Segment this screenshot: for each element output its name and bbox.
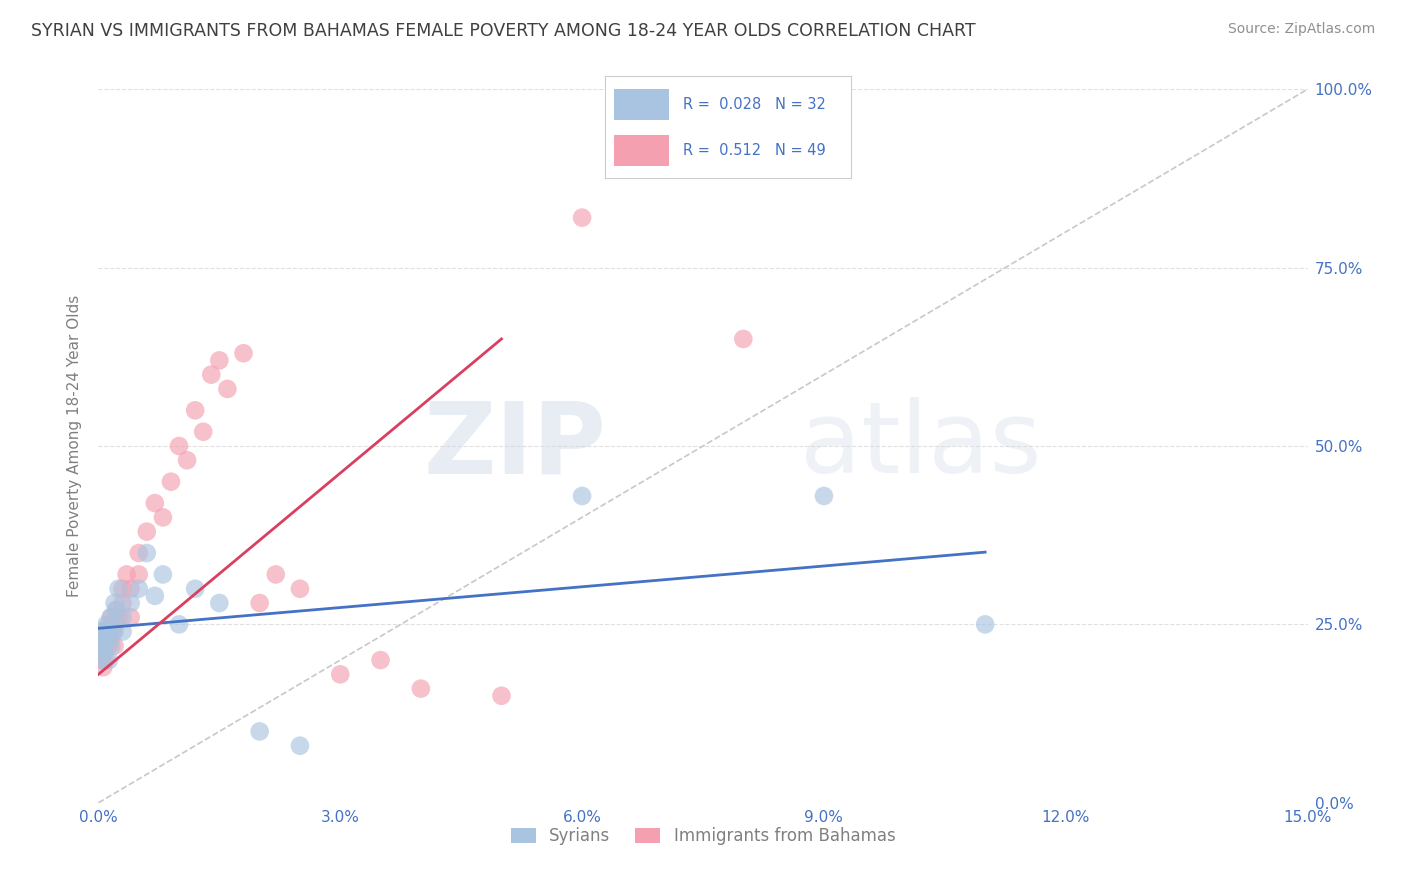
Point <box>160 475 183 489</box>
Point <box>103 596 125 610</box>
Point <box>152 510 174 524</box>
Point <box>89 646 111 660</box>
Point <box>200 368 222 382</box>
Point <box>288 582 311 596</box>
Point <box>105 603 128 617</box>
Point <box>105 603 128 617</box>
Point <box>91 646 114 660</box>
Point <box>96 632 118 646</box>
Point <box>264 567 287 582</box>
Point <box>184 403 207 417</box>
Text: atlas: atlas <box>800 398 1042 494</box>
Point <box>208 353 231 368</box>
Point <box>96 632 118 646</box>
Point <box>217 382 239 396</box>
Point <box>120 610 142 624</box>
Point <box>143 589 166 603</box>
Point <box>101 624 124 639</box>
Point <box>120 596 142 610</box>
Bar <box>614 89 669 120</box>
Text: SYRIAN VS IMMIGRANTS FROM BAHAMAS FEMALE POVERTY AMONG 18-24 YEAR OLDS CORRELATI: SYRIAN VS IMMIGRANTS FROM BAHAMAS FEMALE… <box>31 22 976 40</box>
Point <box>733 332 755 346</box>
Point <box>329 667 352 681</box>
Y-axis label: Female Poverty Among 18-24 Year Olds: Female Poverty Among 18-24 Year Olds <box>67 295 83 597</box>
Point <box>974 617 997 632</box>
Point <box>89 624 111 639</box>
Point <box>90 639 112 653</box>
Point <box>103 624 125 639</box>
Point <box>94 653 117 667</box>
Point <box>91 660 114 674</box>
Point <box>107 582 129 596</box>
Point <box>409 681 432 696</box>
Point <box>115 567 138 582</box>
Point <box>813 489 835 503</box>
Point <box>176 453 198 467</box>
Point <box>111 596 134 610</box>
Text: R =  0.512   N = 49: R = 0.512 N = 49 <box>683 144 827 158</box>
Point <box>167 617 190 632</box>
Point <box>100 632 122 646</box>
Point <box>89 632 111 646</box>
Point <box>94 639 117 653</box>
Point <box>249 724 271 739</box>
Point <box>167 439 190 453</box>
Point <box>100 610 122 624</box>
Point <box>135 524 157 539</box>
Point <box>111 610 134 624</box>
Point <box>90 653 112 667</box>
Point <box>90 653 112 667</box>
Point <box>143 496 166 510</box>
Point <box>120 582 142 596</box>
Point <box>91 624 114 639</box>
Point <box>100 610 122 624</box>
Point <box>94 639 117 653</box>
Legend: Syrians, Immigrants from Bahamas: Syrians, Immigrants from Bahamas <box>503 821 903 852</box>
Point <box>288 739 311 753</box>
Text: R =  0.028   N = 32: R = 0.028 N = 32 <box>683 97 827 112</box>
Point <box>128 567 150 582</box>
Point <box>103 639 125 653</box>
Point <box>128 546 150 560</box>
Point <box>90 639 112 653</box>
Point <box>491 689 513 703</box>
Point <box>249 596 271 610</box>
Point <box>93 624 115 639</box>
Point <box>93 646 115 660</box>
Point <box>184 582 207 596</box>
Point <box>97 624 120 639</box>
Point <box>571 489 593 503</box>
Text: Source: ZipAtlas.com: Source: ZipAtlas.com <box>1227 22 1375 37</box>
Point <box>813 118 835 132</box>
Point <box>135 546 157 560</box>
Point <box>96 624 118 639</box>
Point <box>370 653 392 667</box>
Point <box>96 617 118 632</box>
Text: ZIP: ZIP <box>423 398 606 494</box>
Point <box>100 639 122 653</box>
Point <box>571 211 593 225</box>
Point <box>97 617 120 632</box>
Point <box>107 610 129 624</box>
Point <box>103 617 125 632</box>
Bar <box>614 136 669 166</box>
Point <box>128 582 150 596</box>
Point <box>111 582 134 596</box>
Point <box>97 639 120 653</box>
Point <box>152 567 174 582</box>
Point <box>97 653 120 667</box>
Point <box>193 425 215 439</box>
Point <box>208 596 231 610</box>
Point <box>111 624 134 639</box>
Point <box>232 346 254 360</box>
Point <box>91 632 114 646</box>
